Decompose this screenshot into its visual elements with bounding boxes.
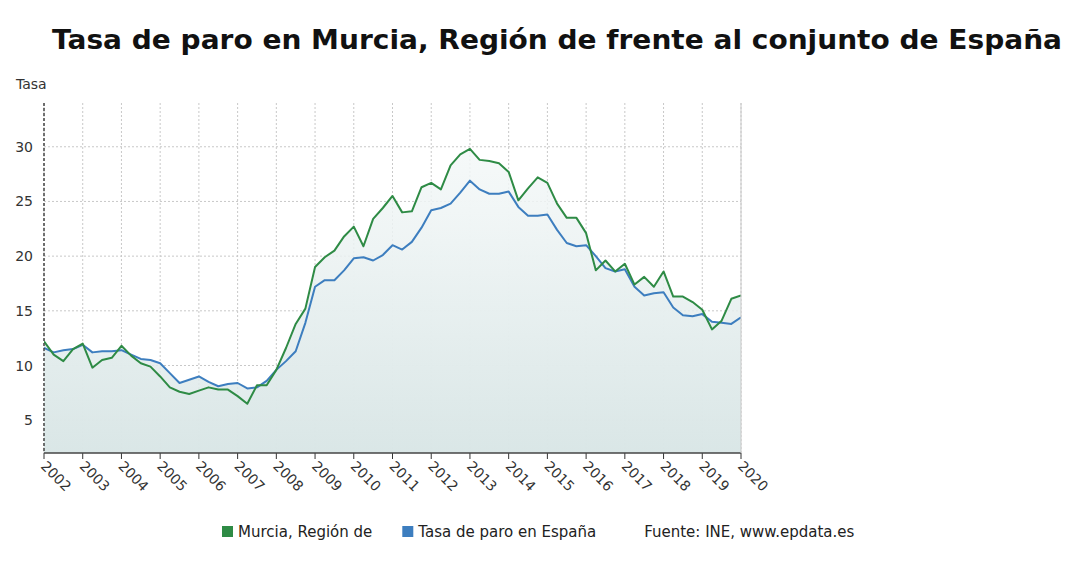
x-tick: [431, 453, 432, 459]
x-tick-label: 2020: [735, 458, 772, 495]
y-tick-label: 30: [15, 139, 33, 155]
x-axis: [44, 452, 741, 454]
legend: Murcia, Región de Tasa de paro en España: [222, 523, 596, 541]
x-tick-label: 2011: [386, 458, 423, 495]
y-axis: [43, 103, 45, 453]
x-tick: [353, 453, 354, 459]
title: Tasa de paro en Murcia, Región de frente…: [52, 24, 1062, 55]
x-tick: [586, 453, 587, 459]
x-tick: [508, 453, 509, 459]
x-tick: [741, 453, 742, 459]
x-tick: [276, 453, 277, 459]
grid: [44, 103, 741, 453]
x-tick: [160, 453, 161, 459]
y-tick-label: 20: [15, 248, 33, 264]
legend-swatch: [222, 526, 233, 537]
y-axis-label: Tasa: [15, 76, 47, 92]
x-tick-label: 2010: [348, 458, 385, 495]
x-tick: [663, 453, 664, 459]
plot-frame: [741, 103, 742, 453]
x-tick: [469, 453, 470, 459]
x-tick-label: 2012: [425, 458, 462, 495]
series-line: [44, 181, 741, 389]
x-tick-label: 2019: [696, 458, 733, 495]
x-tick-label: 2005: [154, 458, 191, 495]
x-tick-label: 2008: [270, 458, 307, 495]
x-tick-label: 2014: [503, 458, 540, 495]
x-tick-label: 2016: [580, 458, 617, 495]
y-tick-label: 5: [24, 412, 33, 428]
x-tick: [315, 453, 316, 459]
x-tick: [198, 453, 199, 459]
x-tick-label: 2015: [541, 458, 578, 495]
x-tick-label: 2007: [231, 458, 268, 495]
legend-label: Murcia, Región de: [238, 523, 372, 541]
y-tick-label: 10: [15, 358, 33, 374]
x-tick: [624, 453, 625, 459]
legend-swatch: [402, 526, 413, 537]
chart: Tasa de paro en Murcia, Región de frente…: [0, 0, 1080, 561]
y-tick-label: 25: [15, 193, 33, 209]
x-grid-line: [44, 103, 45, 453]
legend-label: Tasa de paro en España: [417, 523, 596, 541]
x-tick-label: 2003: [77, 458, 114, 495]
x-tick: [702, 453, 703, 459]
x-tick-label: 2017: [619, 458, 656, 495]
x-tick-label: 2006: [193, 458, 230, 495]
source: Fuente: INE, www.epdata.es: [644, 523, 854, 541]
y-tick-label: 15: [15, 303, 33, 319]
x-tick: [44, 453, 45, 459]
series-area: [44, 149, 741, 453]
x-tick-label: 2009: [309, 458, 346, 495]
x-tick-label: 2018: [657, 458, 694, 495]
x-tick: [82, 453, 83, 459]
x-tick: [121, 453, 122, 459]
series-line: [44, 149, 741, 404]
x-tick-label: 2002: [38, 458, 75, 495]
x-tick: [392, 453, 393, 459]
x-tick-label: 2004: [115, 458, 152, 495]
x-tick-label: 2013: [464, 458, 501, 495]
x-tick: [237, 453, 238, 459]
x-tick: [547, 453, 548, 459]
x-grid-line: [741, 103, 742, 453]
plot-area: [44, 149, 741, 453]
series-area: [44, 181, 741, 453]
